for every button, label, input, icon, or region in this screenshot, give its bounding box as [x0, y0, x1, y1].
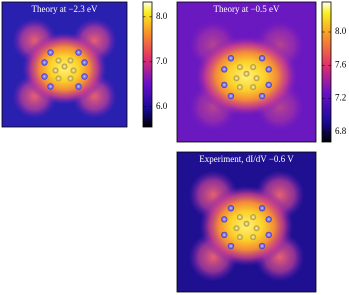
atom — [61, 63, 68, 70]
atom — [81, 73, 88, 80]
heatmap-frame — [1, 1, 128, 128]
atom — [227, 92, 235, 100]
atom — [233, 225, 240, 232]
atom — [243, 220, 250, 227]
atom — [47, 83, 54, 90]
atom — [236, 234, 243, 241]
atom — [75, 83, 82, 90]
atom — [41, 59, 48, 66]
heatmap-title: Theory at −2.3 eV — [31, 4, 98, 14]
atom — [233, 75, 240, 82]
atom — [236, 64, 243, 71]
atom — [75, 49, 82, 56]
atom — [250, 214, 257, 221]
atom — [67, 57, 74, 64]
atom — [258, 55, 266, 62]
colorbar — [321, 1, 332, 143]
atom — [265, 81, 272, 89]
atom — [41, 73, 48, 80]
colorbar — [142, 1, 153, 128]
atom — [47, 49, 54, 56]
atom — [253, 75, 260, 82]
colorbar-tick-label: 7.2 — [335, 93, 346, 103]
atom — [227, 205, 235, 212]
atom — [265, 66, 272, 73]
colorbar-tick-label: 8.0 — [156, 11, 168, 21]
atom — [250, 234, 257, 241]
atom — [243, 70, 250, 77]
atom — [265, 216, 272, 223]
atom — [52, 67, 59, 74]
atom — [236, 214, 243, 221]
colorbar-tick-label: 7.6 — [335, 59, 347, 69]
atom — [250, 64, 257, 71]
atom — [81, 59, 88, 66]
atom — [227, 242, 235, 250]
atom — [236, 84, 243, 91]
heatmap-title: Experiment, dI/dV −0.6 V — [199, 154, 294, 164]
atom — [253, 225, 260, 232]
atom — [55, 57, 62, 64]
atom — [250, 84, 257, 91]
heatmap — [176, 1, 317, 143]
atom — [67, 75, 74, 82]
colorbar-tick-label: 7.0 — [156, 56, 168, 66]
colorbar-tick-label: 6.8 — [335, 126, 347, 136]
heatmap-frame — [176, 151, 317, 293]
colorbar-tick-label: 8.0 — [335, 26, 347, 36]
colorbar-tick-label: 6.0 — [156, 101, 168, 111]
atom — [258, 242, 266, 250]
atom — [221, 81, 228, 89]
atom — [258, 92, 266, 100]
atom — [258, 205, 266, 212]
heatmap-frame — [176, 1, 317, 143]
atom — [265, 231, 272, 239]
atom — [227, 55, 235, 62]
atom — [221, 231, 228, 239]
heatmap — [1, 1, 128, 128]
heatmap — [176, 151, 317, 293]
atom — [221, 216, 228, 223]
atom — [55, 75, 62, 82]
heatmap-title: Theory at −0.5 eV — [213, 4, 280, 14]
atom — [70, 67, 77, 74]
atom — [221, 66, 228, 73]
